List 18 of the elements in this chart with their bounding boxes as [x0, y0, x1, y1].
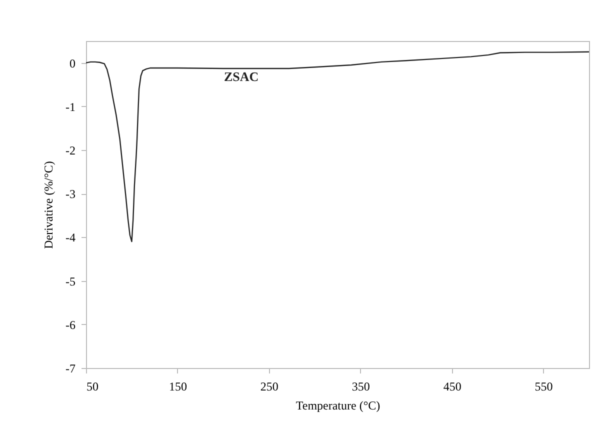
x-tick-label: 550 — [534, 380, 553, 394]
y-tick-label: -1 — [66, 100, 76, 114]
series-label: ZSAC — [224, 69, 259, 84]
x-tick-label: 50 — [86, 380, 98, 394]
x-tick-label: 250 — [260, 380, 278, 394]
y-axis-title: Derivative (%/°C) — [42, 161, 56, 249]
y-tick-label: -4 — [66, 230, 76, 245]
x-axis-title: Temperature (°C) — [296, 398, 380, 412]
y-tick-label: -7 — [66, 362, 76, 376]
y-tick-label: -5 — [66, 274, 76, 288]
x-tick-label: 350 — [352, 380, 370, 394]
line-series — [86, 51, 589, 242]
y-tick-label: -6 — [66, 318, 76, 332]
y-tick-label: -2 — [66, 144, 76, 158]
y-tick-label: 0 — [70, 56, 76, 70]
x-tick-label: 150 — [168, 380, 187, 394]
y-tick-label: -3 — [66, 187, 76, 202]
x-tick-label: 450 — [443, 380, 462, 394]
